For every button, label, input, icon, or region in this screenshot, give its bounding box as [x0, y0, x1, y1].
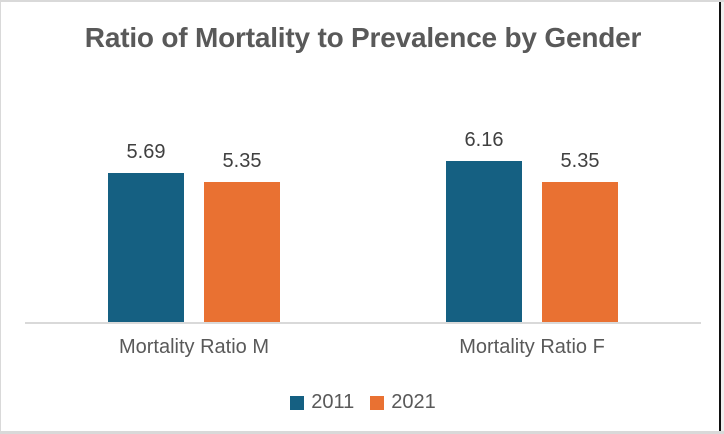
- data-label-2011-mortality-ratio-f: 6.16: [464, 129, 504, 151]
- category-axis: Mortality Ratio M Mortality Ratio F: [25, 336, 701, 359]
- category-group-mortality-ratio-m: 5.69 5.35: [25, 130, 363, 322]
- right-edge-gap: [721, 2, 724, 431]
- legend-label-2021: 2021: [391, 391, 436, 413]
- category-label-mortality-ratio-f: Mortality Ratio F: [459, 336, 605, 358]
- category-group-mortality-ratio-f: 6.16 5.35: [363, 129, 701, 322]
- legend-item-2021[interactable]: 2021: [370, 391, 436, 414]
- data-label-2021-mortality-ratio-f: 5.35: [560, 150, 600, 172]
- legend-item-2011[interactable]: 2011: [290, 391, 354, 414]
- data-label-2021-mortality-ratio-m: 5.35: [222, 150, 262, 172]
- bar-2011-mortality-ratio-f[interactable]: 6.16: [446, 129, 522, 322]
- legend-label-2011: 2011: [311, 391, 355, 413]
- legend-swatch-2011: [290, 395, 305, 410]
- legend-swatch-2021: [370, 395, 385, 410]
- bar-2021-mortality-ratio-m[interactable]: 5.35: [204, 150, 280, 322]
- category-label-mortality-ratio-m: Mortality Ratio M: [118, 336, 270, 358]
- chart-title: Ratio of Mortality to Prevalence by Gend…: [84, 22, 642, 53]
- bar-2021-mortality-ratio-f[interactable]: 5.35: [542, 150, 618, 322]
- bar-2011-mortality-ratio-m[interactable]: 5.69: [108, 141, 184, 322]
- data-label-2011-mortality-ratio-m: 5.69: [126, 141, 166, 163]
- right-border-line: [719, 2, 721, 431]
- legend: 2011 2021: [1, 391, 724, 414]
- plot-area: 5.69 5.35 6.16 5.35: [25, 129, 701, 324]
